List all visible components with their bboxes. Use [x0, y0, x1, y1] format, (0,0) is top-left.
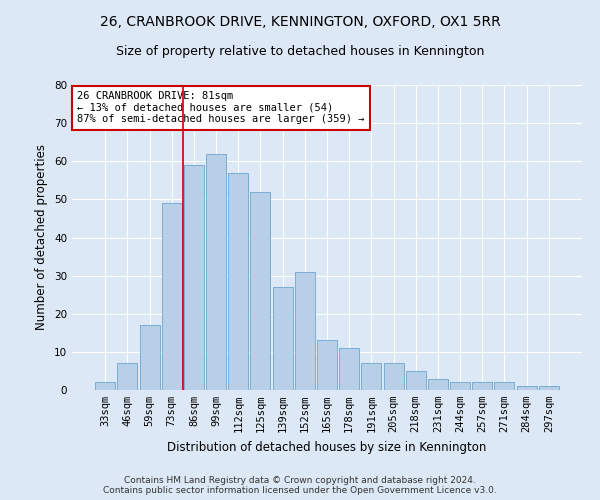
Bar	[140, 325, 160, 390]
Bar	[428, 378, 448, 390]
Bar	[95, 382, 115, 390]
X-axis label: Distribution of detached houses by size in Kennington: Distribution of detached houses by size …	[167, 440, 487, 454]
Bar	[250, 192, 271, 390]
Bar	[472, 382, 492, 390]
Bar	[228, 172, 248, 390]
Bar	[539, 386, 559, 390]
Bar	[272, 287, 293, 390]
Bar	[406, 371, 426, 390]
Bar	[383, 364, 404, 390]
Bar	[162, 203, 182, 390]
Bar	[206, 154, 226, 390]
Text: Size of property relative to detached houses in Kennington: Size of property relative to detached ho…	[116, 45, 484, 58]
Bar	[494, 382, 514, 390]
Bar	[118, 364, 137, 390]
Text: 26, CRANBROOK DRIVE, KENNINGTON, OXFORD, OX1 5RR: 26, CRANBROOK DRIVE, KENNINGTON, OXFORD,…	[100, 15, 500, 29]
Bar	[184, 165, 204, 390]
Text: Contains HM Land Registry data © Crown copyright and database right 2024.
Contai: Contains HM Land Registry data © Crown c…	[103, 476, 497, 495]
Y-axis label: Number of detached properties: Number of detached properties	[35, 144, 49, 330]
Bar	[317, 340, 337, 390]
Bar	[295, 272, 315, 390]
Bar	[517, 386, 536, 390]
Bar	[361, 364, 382, 390]
Bar	[450, 382, 470, 390]
Bar	[339, 348, 359, 390]
Text: 26 CRANBROOK DRIVE: 81sqm
← 13% of detached houses are smaller (54)
87% of semi-: 26 CRANBROOK DRIVE: 81sqm ← 13% of detac…	[77, 91, 365, 124]
